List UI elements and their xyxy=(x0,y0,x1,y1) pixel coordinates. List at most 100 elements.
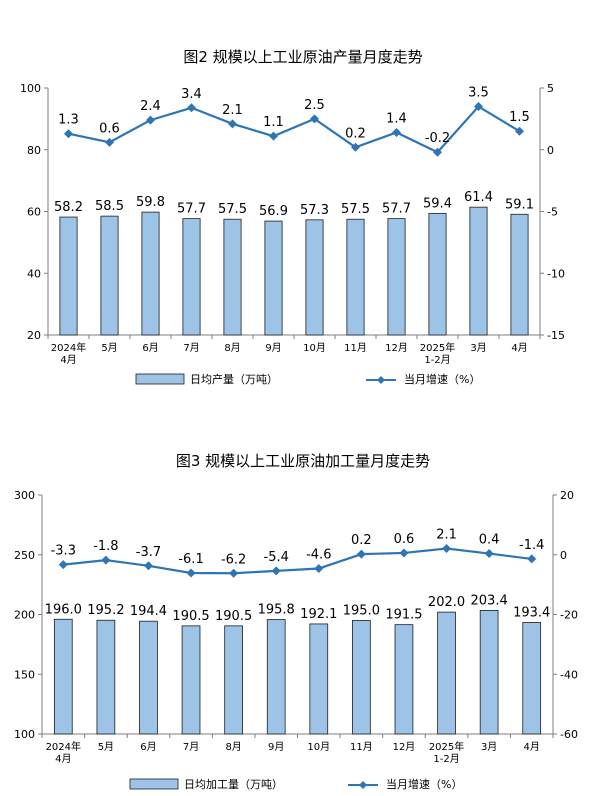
x-tick-label: 10月 xyxy=(307,741,330,753)
growth-value-label: -6.2 xyxy=(221,552,246,567)
bar xyxy=(346,218,365,336)
processing-chart-svg: 图3 规模以上工业原油加工量月度走势100150200250300-60-40-… xyxy=(14,452,578,791)
growth-value-label: -0.2 xyxy=(425,131,450,146)
x-tick-label: 10月 xyxy=(303,342,326,354)
bar-value-label: 57.7 xyxy=(382,202,411,217)
bar xyxy=(352,620,371,735)
bar xyxy=(266,619,286,735)
legend-line-label: 当月增速（%） xyxy=(404,372,480,386)
left-tick-label: 150 xyxy=(14,668,35,681)
growth-point xyxy=(474,102,483,112)
x-tick-label: 2024年 xyxy=(51,341,86,354)
growth-point xyxy=(484,549,494,559)
x-tick-label: 11月 xyxy=(344,342,367,354)
growth-point xyxy=(229,568,239,578)
growth-point xyxy=(143,561,153,571)
x-tick-label: 4月 xyxy=(524,741,540,753)
bar-value-label: 193.4 xyxy=(513,605,550,620)
bar-value-label: 57.7 xyxy=(177,202,206,217)
bar xyxy=(223,218,242,336)
bar xyxy=(428,212,447,336)
bar xyxy=(522,621,542,735)
x-tick-label: 5月 xyxy=(101,342,117,354)
chart-title: 图2 规模以上工业原油产量月度走势 xyxy=(183,48,422,66)
bar-value-label: 59.1 xyxy=(505,197,534,212)
growth-point xyxy=(314,563,324,573)
bar-value-label: 61.4 xyxy=(464,190,493,205)
growth-value-label: -4.6 xyxy=(306,547,331,562)
growth-value-label: 0.2 xyxy=(351,533,372,548)
growth-value-label: 3.4 xyxy=(181,87,202,102)
growth-point xyxy=(527,554,537,564)
growth-value-label: 0.4 xyxy=(479,533,500,548)
right-tick-label: -15 xyxy=(547,329,565,342)
legend-bar-label: 日均产量（万吨） xyxy=(190,372,278,386)
growth-value-label: 0.2 xyxy=(345,126,366,141)
bar xyxy=(224,625,243,735)
growth-value-label: -1.8 xyxy=(93,539,118,554)
bar-value-label: 195.2 xyxy=(87,603,124,618)
growth-point xyxy=(271,566,281,576)
growth-point xyxy=(187,103,196,113)
growth-value-label: 0.6 xyxy=(394,532,415,547)
bar-value-label: 202.0 xyxy=(428,595,465,610)
left-tick-label: 60 xyxy=(27,206,41,219)
x-tick-label: 2025年 xyxy=(420,341,455,354)
bar xyxy=(53,618,73,735)
x-tick-label: 6月 xyxy=(140,741,156,753)
bar-value-label: 191.5 xyxy=(385,608,422,623)
chart-title: 图3 规模以上工业原油加工量月度走势 xyxy=(176,452,430,470)
x-tick-label: 7月 xyxy=(183,741,199,753)
x-tick-label: 2025年 xyxy=(429,740,464,753)
bar-value-label: 192.1 xyxy=(300,607,337,622)
right-tick-label: 5 xyxy=(547,82,554,95)
growth-point xyxy=(269,131,278,141)
growth-point xyxy=(399,548,409,558)
left-tick-label: 300 xyxy=(14,489,35,502)
bar xyxy=(141,211,160,336)
left-tick-label: 200 xyxy=(14,609,35,622)
growth-line xyxy=(63,547,532,575)
bar xyxy=(305,219,324,336)
bar-value-label: 58.5 xyxy=(95,199,124,214)
growth-point xyxy=(433,147,442,157)
bar-value-label: 59.4 xyxy=(423,196,452,211)
x-tick-label: 2024年 xyxy=(46,740,81,753)
bar xyxy=(59,216,78,336)
bar-value-label: 56.9 xyxy=(259,204,288,219)
bar-value-label: 190.5 xyxy=(172,609,209,624)
bar-value-label: 59.8 xyxy=(136,195,165,210)
growth-point xyxy=(105,137,114,147)
bar xyxy=(510,213,529,336)
bar-value-label: 195.0 xyxy=(343,603,380,618)
growth-point xyxy=(515,126,524,136)
bar xyxy=(469,206,488,336)
bar-value-label: 57.3 xyxy=(300,203,329,218)
growth-point xyxy=(101,555,111,565)
x-tick-label: 9月 xyxy=(268,741,284,753)
bar xyxy=(437,611,456,735)
x-tick-label: 4月 xyxy=(60,354,76,366)
growth-point xyxy=(442,543,452,553)
bar xyxy=(96,619,116,735)
left-tick-label: 100 xyxy=(14,728,35,741)
growth-value-label: 1.5 xyxy=(509,110,530,125)
right-tick-label: 0 xyxy=(547,144,554,157)
right-tick-label: -5 xyxy=(547,206,558,219)
bar xyxy=(264,220,283,336)
growth-value-label: 1.3 xyxy=(58,113,79,128)
x-tick-label: 9月 xyxy=(265,342,281,354)
growth-point xyxy=(186,568,196,578)
growth-value-label: 2.5 xyxy=(304,98,325,113)
chart-production: 图2 规模以上工业原油产量月度走势 20 40 60 80 100 -15 -10 -5 0 5 20… xyxy=(20,48,565,386)
bar-value-label: 57.5 xyxy=(341,202,370,217)
bar xyxy=(182,218,201,336)
bar-value-label: 57.5 xyxy=(218,202,247,217)
legend-line-marker xyxy=(359,781,367,789)
growth-point xyxy=(356,549,366,559)
bar xyxy=(394,624,414,735)
right-tick-label: -60 xyxy=(560,728,578,741)
x-tick-label: 5月 xyxy=(98,741,114,753)
growth-point xyxy=(64,129,73,139)
bar-value-label: 190.5 xyxy=(215,609,252,624)
